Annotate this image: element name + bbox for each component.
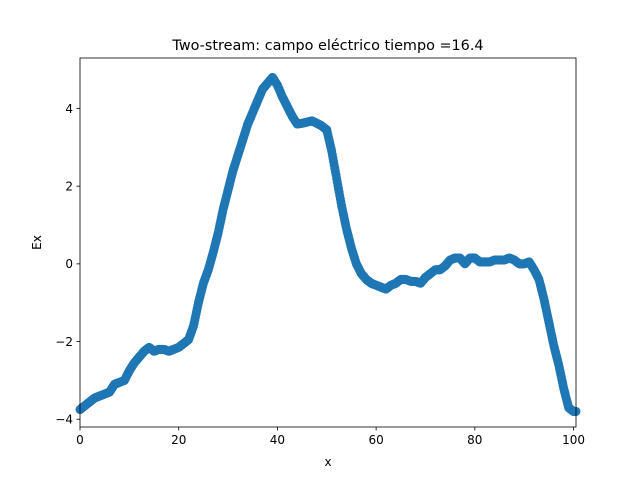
x-axis-label: x bbox=[324, 455, 331, 469]
y-tick-label: −2 bbox=[55, 335, 73, 349]
x-tick-label: 80 bbox=[467, 433, 482, 447]
axes: 0 20 40 60 80 100 −4 −2 0 2 4 bbox=[55, 57, 585, 447]
y-tick-label: 0 bbox=[65, 257, 73, 271]
chart-title: Two-stream: campo eléctrico tiempo =16.4 bbox=[171, 38, 483, 54]
x-tick-label: 20 bbox=[171, 433, 186, 447]
y-tick-label: 2 bbox=[65, 179, 73, 193]
y-tick-label: 4 bbox=[65, 102, 73, 116]
y-axis-label: Ex bbox=[30, 235, 44, 250]
plot-area bbox=[80, 58, 576, 427]
x-tick-label: 100 bbox=[562, 433, 585, 447]
x-tick-label: 40 bbox=[270, 433, 285, 447]
y-tick-label: −4 bbox=[55, 413, 73, 427]
axes-frame bbox=[79, 57, 577, 428]
x-tick-label: 0 bbox=[76, 433, 84, 447]
x-tick-label: 60 bbox=[368, 433, 383, 447]
